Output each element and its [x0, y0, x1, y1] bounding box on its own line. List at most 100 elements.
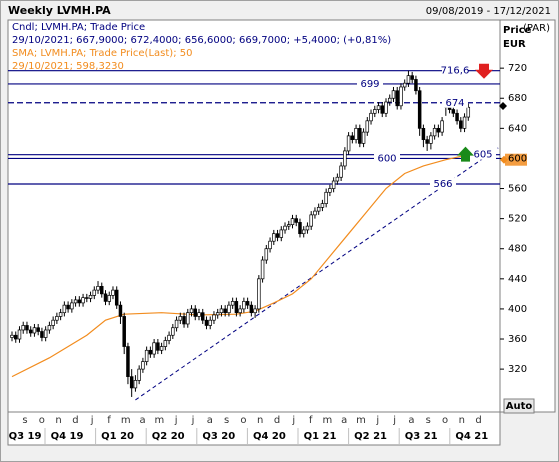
candle-body: [10, 334, 14, 338]
month-label: s: [22, 415, 27, 426]
month-label: a: [207, 415, 213, 426]
quarter-label: Q3 19: [9, 431, 42, 442]
month-label: j: [375, 415, 379, 426]
candle-body: [343, 150, 347, 167]
y-tick-label: 360: [508, 334, 527, 345]
candle-body: [129, 376, 134, 389]
y-tick-label: 600: [508, 153, 527, 164]
candle-body: [62, 304, 67, 314]
candle-body: [279, 229, 284, 238]
level-label: 674: [445, 98, 464, 109]
candle-body: [402, 82, 407, 88]
candle-body: [421, 127, 426, 140]
candle-body: [219, 308, 224, 314]
candle-body: [294, 218, 298, 223]
candle-body: [305, 225, 310, 231]
candle-body: [193, 308, 198, 317]
month-label: m: [356, 415, 366, 426]
candle-body: [182, 316, 186, 325]
level-label-bg: [470, 148, 496, 160]
candle-body: [208, 319, 212, 326]
candle-body: [85, 297, 89, 299]
candle-body: [399, 86, 403, 107]
y-tick-label: 480: [508, 244, 527, 255]
candle-body: [350, 135, 355, 140]
candle-body: [36, 327, 40, 332]
month-label: j: [174, 415, 178, 426]
candle-body: [58, 312, 63, 317]
quarter-label: Q4 19: [51, 431, 84, 442]
level-label-bg: [374, 152, 400, 164]
level-label-bg: [442, 96, 468, 108]
month-label: a: [408, 415, 414, 426]
candle-body: [159, 346, 164, 351]
candle-body: [298, 222, 302, 235]
candle-body: [77, 299, 82, 304]
time-axis: [7, 411, 501, 446]
month-label: s: [426, 415, 431, 426]
candle-body: [245, 301, 250, 306]
month-label: f: [107, 415, 111, 426]
candle-body: [260, 259, 265, 280]
month-label: o: [39, 415, 45, 426]
candle-body: [462, 116, 467, 129]
candle-body: [21, 325, 25, 331]
candle-body: [137, 368, 141, 381]
y-tick-label: 680: [508, 93, 527, 104]
level-label-bg: [442, 64, 468, 76]
candle-body: [249, 304, 254, 314]
candle-body: [436, 127, 441, 133]
candle-body: [32, 327, 37, 334]
candle-body: [384, 101, 388, 114]
y-axis-unit: EUR: [503, 39, 526, 50]
chart-title: Weekly LVMH.PA: [8, 4, 111, 17]
candle-body: [417, 90, 422, 129]
candle-body: [414, 79, 418, 92]
level-label: 566: [433, 179, 452, 190]
candle-body: [429, 135, 433, 144]
candle-body: [55, 316, 59, 321]
candle-body: [92, 289, 97, 296]
candle-body: [51, 319, 55, 326]
candle-body: [365, 120, 370, 133]
y-tick-label: 320: [508, 364, 527, 375]
candle-body: [272, 233, 276, 242]
candle-body: [17, 329, 22, 340]
candle-body: [425, 139, 429, 144]
level-label-bg: [430, 178, 456, 190]
candle-body: [242, 301, 246, 310]
candle-body: [230, 301, 235, 306]
candle-body: [339, 165, 343, 178]
candle-body: [406, 75, 411, 84]
auto-button-label[interactable]: Auto: [506, 401, 533, 412]
quarter-label: Q2 21: [354, 431, 387, 442]
candle-body: [234, 301, 239, 314]
candle-body: [152, 342, 156, 355]
candle-body: [144, 349, 149, 362]
candle-body: [354, 127, 358, 140]
level-label: 605: [473, 150, 492, 161]
candle-body: [204, 319, 209, 326]
candle-body: [114, 289, 119, 306]
month-label: j: [191, 415, 195, 426]
y-tick-label: 720: [508, 63, 527, 74]
candle-body: [283, 225, 287, 231]
level-label: 716,6: [441, 66, 470, 77]
candle-body: [455, 112, 459, 122]
month-label: a: [341, 415, 347, 426]
y-tick-label: 400: [508, 304, 527, 315]
candle-body: [369, 112, 373, 122]
candle-body: [100, 285, 104, 295]
candle-body: [328, 188, 332, 193]
quarter-label: Q4 20: [253, 431, 286, 442]
candle-body: [167, 334, 171, 341]
date-range: 09/08/2019 - 17/12/2021: [426, 6, 551, 17]
month-label: o: [442, 415, 448, 426]
y-tick-label: 520: [508, 214, 527, 225]
candle-body: [96, 285, 100, 291]
candle-body: [186, 312, 190, 325]
candle-body: [376, 105, 381, 110]
candle-body: [215, 312, 220, 316]
candle-body: [451, 109, 456, 114]
auto-button[interactable]: [503, 398, 535, 414]
